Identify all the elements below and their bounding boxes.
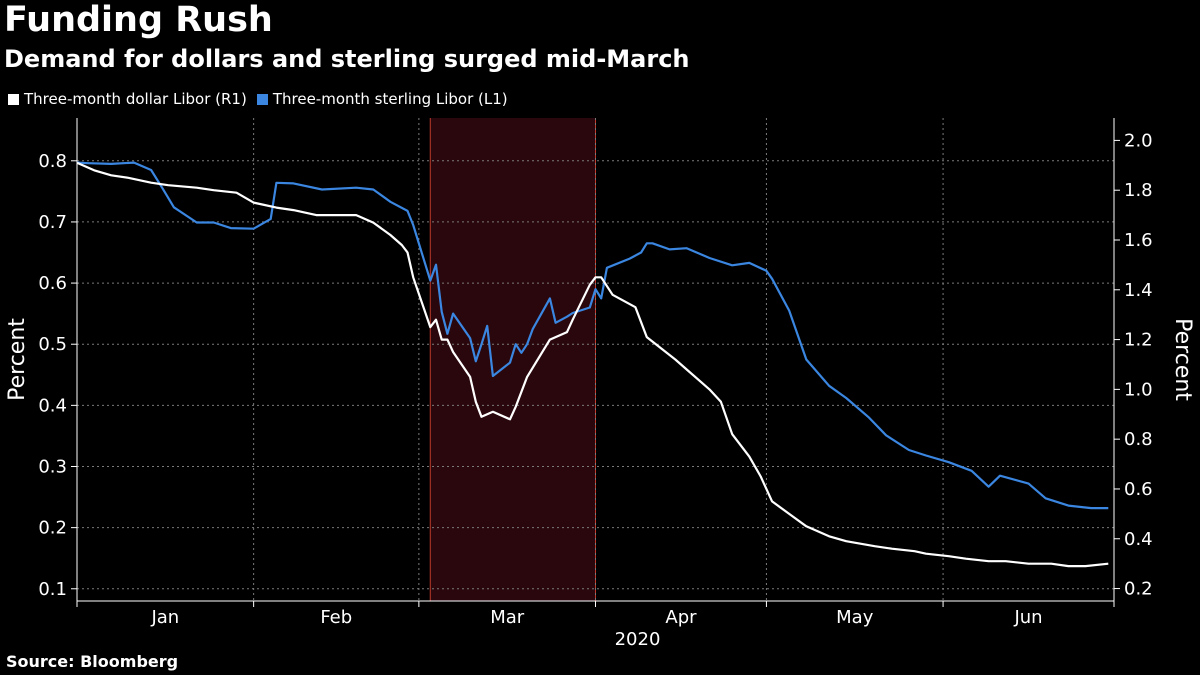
right-tick-label: 0.4 [1124,529,1153,550]
left-tick-label: 0.7 [38,212,67,233]
left-tick-label: 0.3 [38,456,67,477]
right-tick-label: 1.4 [1124,280,1153,301]
left-tick-label: 0.6 [38,273,67,294]
left-axis-title: Percent [5,318,30,401]
legend-swatch-dollar [8,93,19,105]
left-tick-label: 0.8 [38,151,67,172]
x-tick-label: Apr [665,607,697,628]
right-axis-title: Percent [1170,318,1195,401]
legend: Three-month dollar Libor (R1) Three-mont… [8,90,508,108]
right-tick-label: 0.2 [1124,579,1153,600]
source-note: Source: Bloomberg [6,652,179,671]
series-line-sterling [76,161,1109,510]
series-line-dollar [76,161,1109,568]
right-tick-label: 0.8 [1124,429,1153,450]
highlight-band [430,118,596,601]
chart-subtitle: Demand for dollars and sterling surged m… [4,45,690,73]
legend-swatch-sterling [256,93,268,105]
x-tick-label: Feb [320,607,352,628]
x-tick-label: Jun [1013,607,1042,628]
left-tick-label: 0.5 [38,334,67,355]
left-tick-label: 0.2 [38,518,67,539]
left-tick-label: 0.1 [38,579,67,600]
x-tick-label: Mar [490,607,525,628]
chart-title: Funding Rush [4,0,273,40]
right-tick-label: 1.2 [1124,330,1153,351]
right-tick-label: 0.6 [1124,479,1153,500]
right-tick-label: 1.0 [1124,379,1153,400]
legend-label-dollar: Three-month dollar Libor (R1) [24,90,247,108]
x-tick-label: Jan [150,607,179,628]
x-year-label: 2020 [615,629,661,650]
legend-item-sterling: Three-month sterling Libor (L1) [256,90,508,108]
right-tick-label: 2.0 [1124,130,1153,151]
left-tick-label: 0.4 [38,395,67,416]
right-tick-label: 1.6 [1124,230,1153,251]
legend-label-sterling: Three-month sterling Libor (L1) [272,90,508,108]
x-tick-label: May [836,607,874,628]
right-tick-label: 1.8 [1124,180,1153,201]
legend-item-dollar: Three-month dollar Libor (R1) [8,90,247,108]
